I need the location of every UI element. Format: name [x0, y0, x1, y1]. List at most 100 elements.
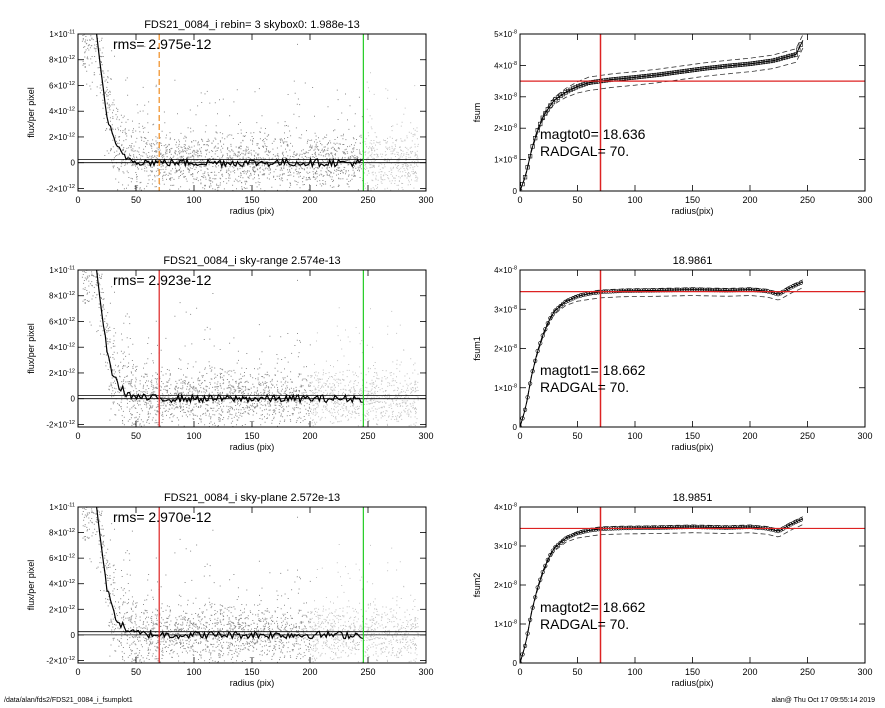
- marker: [760, 59, 765, 65]
- scatter-points-light: [310, 307, 419, 427]
- marker: [725, 288, 730, 293]
- marker: [644, 288, 649, 293]
- marker: [606, 77, 611, 83]
- marker: [750, 61, 755, 66]
- magtot-annotation-1: RADGAL= 70.: [540, 143, 629, 159]
- marker: [646, 525, 652, 530]
- marker: [581, 82, 586, 87]
- marker: [520, 416, 525, 421]
- marker: [533, 358, 538, 364]
- rms-annotation: rms= 2.923e-12: [113, 272, 212, 288]
- x-tick-label: 50: [131, 667, 141, 677]
- marker: [758, 288, 763, 293]
- x-tick-label: 0: [517, 431, 522, 441]
- marker: [712, 525, 717, 530]
- marker: [720, 525, 725, 530]
- fsum-markers: [520, 517, 803, 663]
- marker: [573, 531, 578, 537]
- magtot-annotation-1: RADGAL= 70.: [540, 616, 629, 632]
- marker: [798, 517, 803, 522]
- x-tick-label: 0: [75, 431, 80, 441]
- marker: [571, 296, 576, 301]
- marker: [545, 107, 550, 112]
- y-tick-label: 1×10-8: [494, 383, 517, 393]
- marker: [758, 525, 763, 530]
- chart-title: FDS21_0084_i sky-range 2.574e-13: [163, 255, 340, 267]
- y-axis-label: flux/per pixel: [26, 87, 36, 138]
- y-tick-label: 2×10-12: [49, 368, 75, 378]
- envelope-upper: [520, 279, 804, 427]
- marker: [560, 538, 566, 543]
- marker: [641, 288, 647, 293]
- x-tick-label: 300: [418, 195, 433, 205]
- scatter-points: [81, 507, 311, 663]
- marker: [535, 348, 540, 354]
- marker: [687, 68, 692, 73]
- marker: [583, 529, 588, 534]
- y-tick-label: 8×10-12: [49, 528, 75, 538]
- marker: [732, 525, 738, 530]
- marker: [672, 525, 677, 530]
- marker: [664, 525, 669, 530]
- x-tick-label: 300: [857, 431, 872, 441]
- x-tick-label: 100: [627, 431, 642, 441]
- marker: [573, 295, 578, 300]
- marker: [593, 79, 598, 84]
- marker: [692, 67, 697, 72]
- marker: [553, 308, 558, 313]
- x-tick-label: 200: [742, 195, 757, 205]
- marker: [798, 280, 803, 285]
- y-tick-label: 3×10-8: [494, 305, 517, 315]
- marker: [533, 595, 538, 600]
- y-axis-label: fsum: [472, 103, 482, 123]
- marker: [578, 83, 583, 88]
- x-tick-label: 100: [627, 667, 642, 677]
- y-tick-label: 1×10-11: [49, 266, 75, 276]
- marker: [565, 535, 571, 540]
- marker: [657, 72, 662, 77]
- marker: [659, 525, 664, 530]
- marker: [619, 76, 624, 81]
- marker: [558, 304, 563, 309]
- marker: [700, 66, 705, 71]
- marker: [717, 525, 722, 530]
- x-tick-label: 50: [572, 195, 582, 205]
- marker: [773, 57, 778, 63]
- footer-timestamp: alan@ Thu Oct 17 09:55:14 2019: [771, 697, 876, 704]
- fsum-markers: [520, 42, 803, 191]
- marker: [550, 100, 555, 105]
- marker: [646, 288, 652, 293]
- marker: [775, 528, 781, 534]
- marker: [788, 53, 793, 58]
- x-tick-label: 100: [186, 195, 201, 205]
- y-tick-label: 4×10-12: [49, 107, 75, 117]
- marker: [712, 65, 717, 70]
- marker: [659, 72, 664, 77]
- x-axis-label: radius(pix): [671, 206, 713, 216]
- marker: [651, 288, 657, 293]
- marker: [669, 70, 674, 76]
- marker: [545, 557, 550, 562]
- marker: [543, 563, 548, 568]
- marker: [651, 525, 657, 530]
- x-tick-label: 200: [742, 431, 757, 441]
- marker: [669, 525, 674, 530]
- rms-annotation: rms= 2.975e-12: [113, 36, 212, 52]
- marker: [571, 86, 576, 91]
- x-tick-label: 200: [742, 667, 757, 677]
- x-tick-label: 200: [302, 431, 317, 441]
- marker: [578, 293, 583, 298]
- y-tick-label: 5×10-8: [494, 30, 517, 40]
- marker: [786, 54, 791, 59]
- plot-area: [520, 507, 865, 663]
- x-tick-label: 0: [75, 667, 80, 677]
- marker: [619, 288, 624, 294]
- marker: [520, 652, 525, 657]
- y-tick-label: -2×10-12: [46, 656, 75, 666]
- marker: [563, 90, 568, 95]
- marker: [528, 154, 533, 159]
- axes-frame: [77, 506, 427, 664]
- x-tick-label: 150: [685, 667, 700, 677]
